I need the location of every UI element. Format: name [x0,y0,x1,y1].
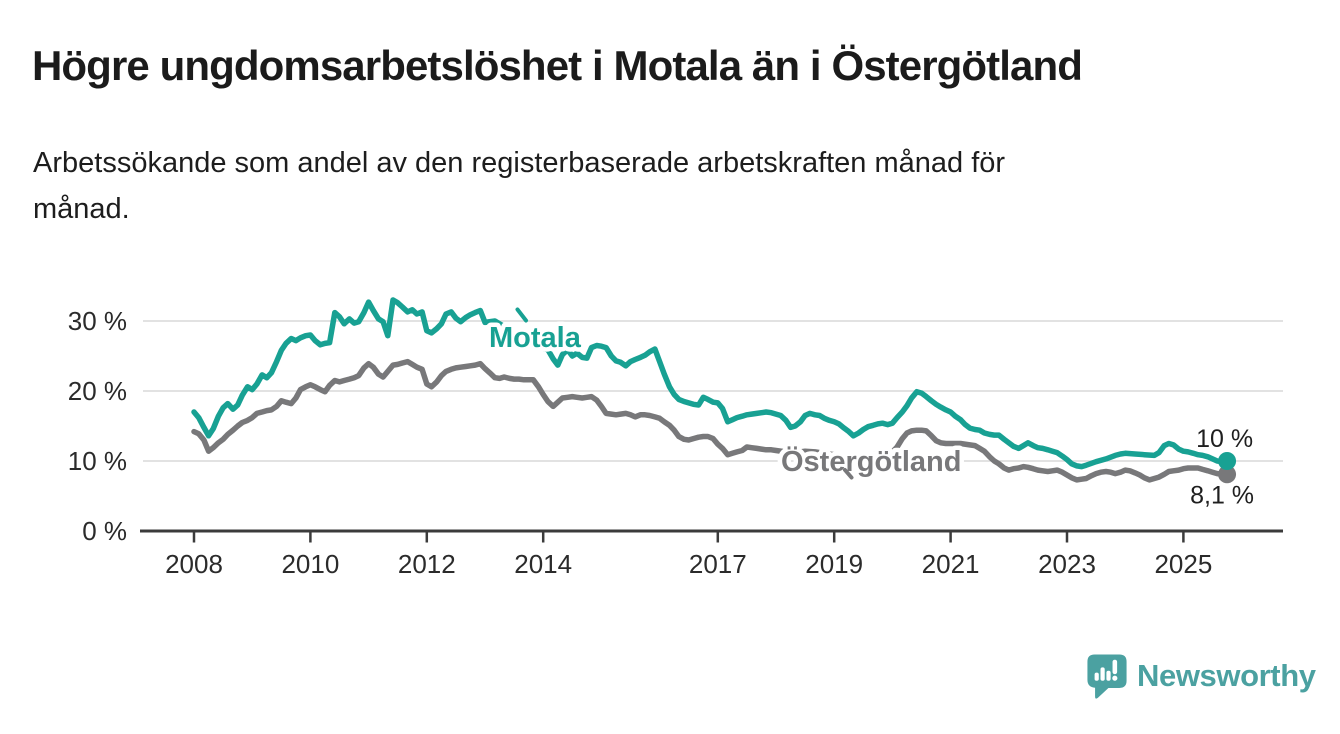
x-tick-label: 2021 [922,549,980,579]
x-tick-label: 2023 [1038,549,1096,579]
series-line [191,358,1230,483]
x-tick-label: 2008 [165,549,223,579]
end-labels: 10 % 8,1 % [1190,425,1254,509]
y-tick-label: 20 % [68,376,127,406]
x-tick-label: 2025 [1154,549,1212,579]
y-tick-label: 30 % [68,306,127,336]
label-leader-tick [843,468,854,480]
newsworthy-wordmark: Newsworthy [1137,658,1316,693]
x-tick-label: 2012 [398,549,456,579]
end-value-label: 8,1 % [1190,481,1254,509]
series-östergötland [191,358,1237,484]
series-line [191,297,1230,470]
series-end-dot [1218,465,1237,484]
series-labels: Motala Östergötland [485,307,966,483]
series-name-label: Östergötland [781,445,961,478]
newsworthy-logo-icon [1087,654,1127,699]
chart-subtitle: Arbetssökande som andel av den registerb… [33,140,1005,232]
x-tick-label: 2019 [805,549,863,579]
x-axis: 2008 2010 2012 2014 2017 2019 2021 2023 2025 [140,529,1283,579]
subtitle-line-1: Arbetssökande som andel av den registerb… [33,147,1006,179]
page-title: Högre ungdomsarbetslöshet i Motala än i … [32,42,1083,89]
series-end-dot [1218,452,1237,470]
y-tick-label: 0 % [82,516,127,546]
end-value-label: 10 % [1196,425,1253,453]
x-tick-label: 2017 [689,549,747,579]
y-tick-label: 10 % [68,446,127,476]
subtitle-line-2: månad. [33,193,130,225]
y-axis: 0 % 10 % 20 % 30 % [68,306,127,546]
label-leader-tick [515,307,528,323]
x-tick-label: 2014 [514,549,572,579]
x-tick-label: 2010 [281,549,339,579]
series-name-label: Motala [489,322,582,354]
newsworthy-logo: Newsworthy [1086,652,1316,700]
logo-bar-chart-glyph [1094,659,1118,681]
series-motala [191,297,1237,470]
